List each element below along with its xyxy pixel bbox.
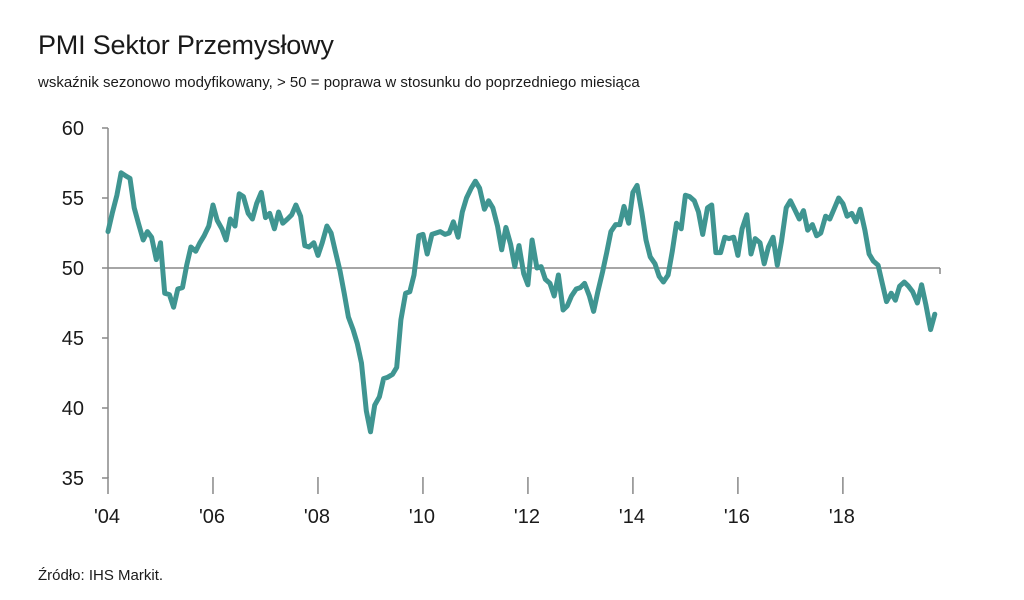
y-tick-label: 45 [62,328,84,350]
x-tick-label: '12 [514,506,540,528]
x-tick-label: '14 [619,506,645,528]
y-axis: 35 40 45 50 55 60 [62,118,109,490]
chart-subtitle: wskaźnik sezonowo modyfikowany, > 50 = p… [38,74,640,91]
x-tick-label: '06 [199,506,225,528]
x-tick-label: '08 [304,506,330,528]
y-tick-label: 60 [62,118,84,140]
chart-title: PMI Sektor Przemysłowy [38,30,334,60]
series-line-pmi [105,170,938,435]
x-tick-label: '18 [829,506,855,528]
y-tick-label: 35 [62,468,84,490]
x-tick-label: '16 [724,506,750,528]
source-note: Źródło: IHS Markit. [38,567,164,584]
y-tick-label: 40 [62,398,84,420]
y-tick-label: 55 [62,188,84,210]
series-layer [105,170,938,435]
x-tick-label: '04 [94,506,120,528]
x-tick-label: '10 [409,506,435,528]
y-tick-label: 50 [62,258,84,280]
x-axis: '04 '06 '08 '10 '12 '14 '16 '18 [94,477,855,528]
